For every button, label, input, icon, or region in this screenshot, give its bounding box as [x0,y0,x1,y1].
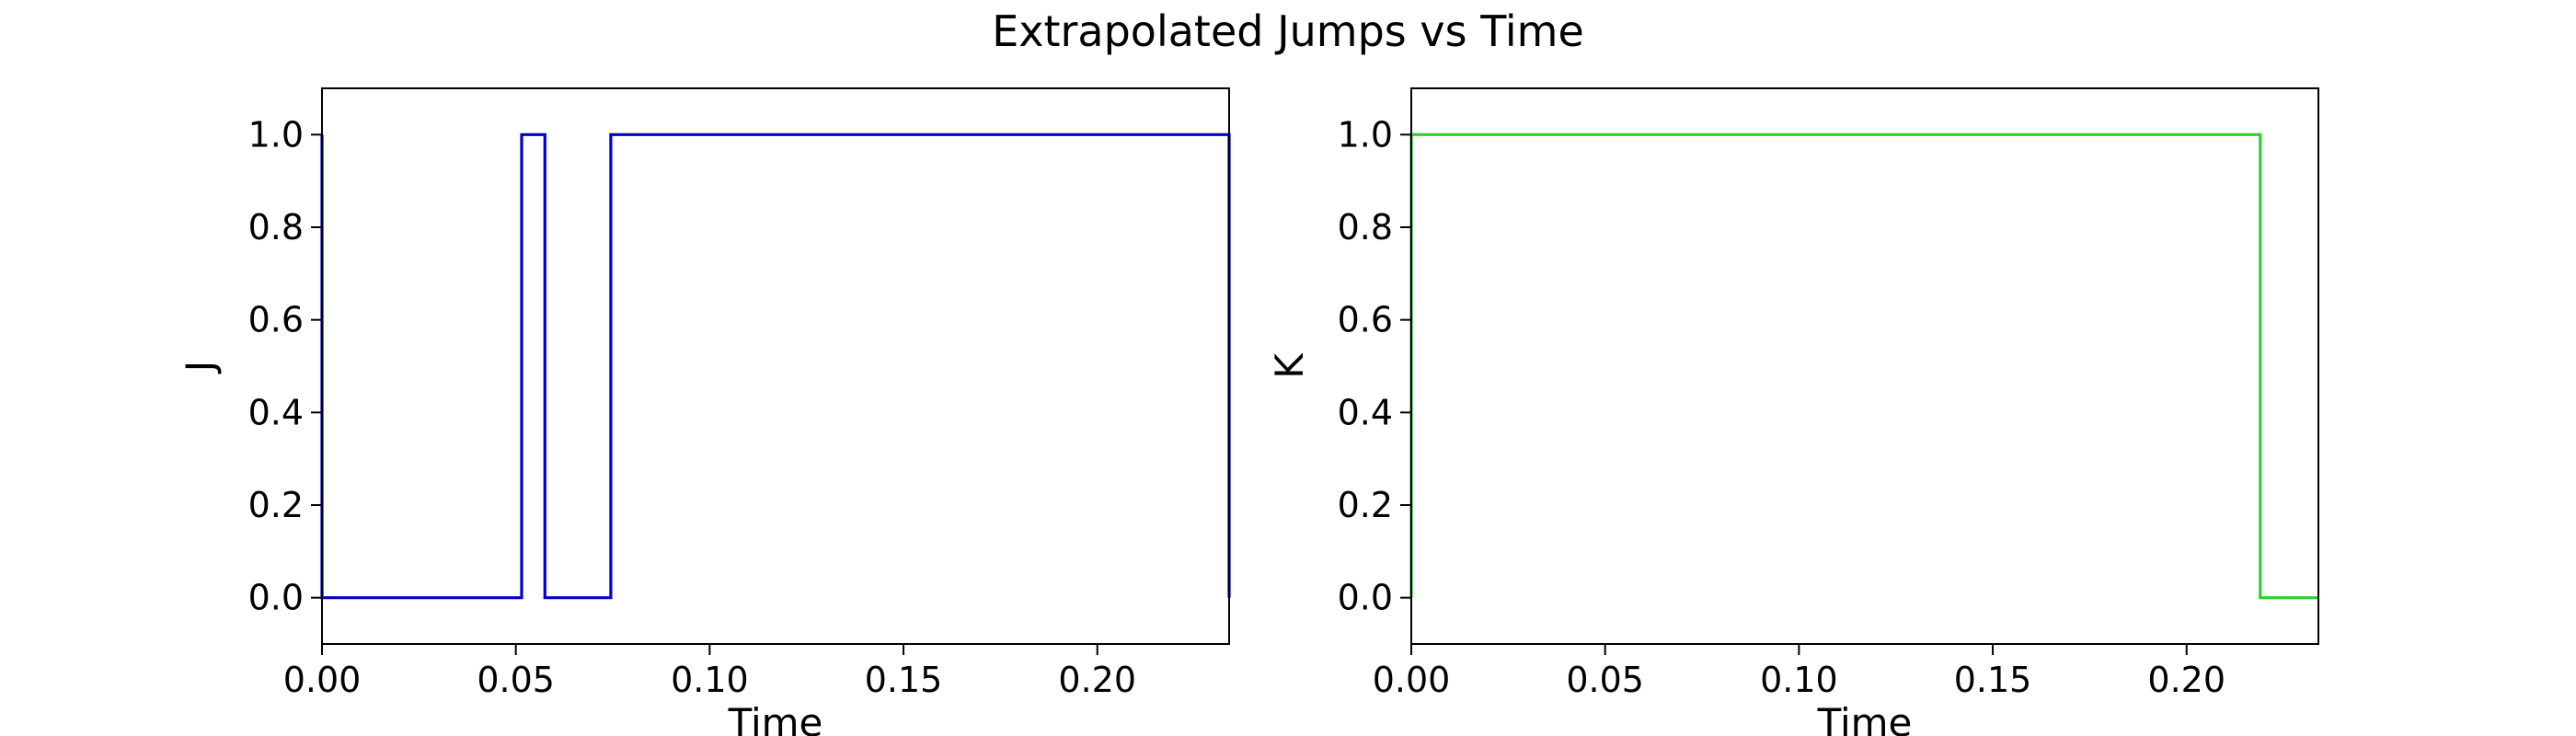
series-line-j [320,132,1231,600]
x-tick-label-j: 0.05 [477,660,555,700]
y-tick-label-j: 0.8 [248,207,304,247]
x-tick-label-k: 0.05 [1566,660,1644,700]
y-axis-label-k: K [1267,352,1312,379]
y-tick-label-j: 0.6 [248,300,304,340]
y-tick-label-j: 0.4 [248,392,304,432]
series-line-k [1409,132,2318,600]
y-tick-label-k: 0.2 [1338,485,1393,525]
y-tick-label-j: 0.0 [248,578,304,618]
x-axis-label-j: Time [728,700,823,736]
plot-frame-k [1410,87,2319,645]
y-tick-label-k: 0.4 [1338,392,1393,432]
chart-panel-k: 0.00 0.05 0.10 0.15 0.20 0.0 0.2 0.4 0.6 0.8 1.0 Ti… [1267,87,2319,736]
y-tick-label-j: 1.0 [248,114,304,155]
x-tick-label-j: 0.20 [1058,660,1136,700]
x-tick-label-j: 0.10 [671,660,749,700]
y-tick-label-k: 0.6 [1338,300,1393,340]
plot-frame-j [321,87,1230,645]
x-tick-label-j: 0.00 [283,660,362,700]
x-tick-label-j: 0.15 [865,660,943,700]
y-tick-label-j: 0.2 [248,485,304,525]
y-axis-label-j: J [178,361,223,374]
x-tick-label-k: 0.20 [2147,660,2225,700]
x-tick-label-k: 0.15 [1954,660,2032,700]
y-tick-label-k: 0.0 [1338,578,1393,618]
figure-title: Extrapolated Jumps vs Time [992,6,1584,56]
chart-panel-j: 0.00 0.05 0.10 0.15 0.20 0.0 0.2 0.4 0.6 0.8 1.0 Ti… [178,87,1231,736]
y-tick-label-k: 0.8 [1338,207,1393,247]
y-tick-label-k: 1.0 [1338,114,1393,155]
x-axis-label-k: Time [1817,700,1913,736]
x-tick-label-k: 0.00 [1373,660,1451,700]
x-tick-label-k: 0.10 [1760,660,1838,700]
